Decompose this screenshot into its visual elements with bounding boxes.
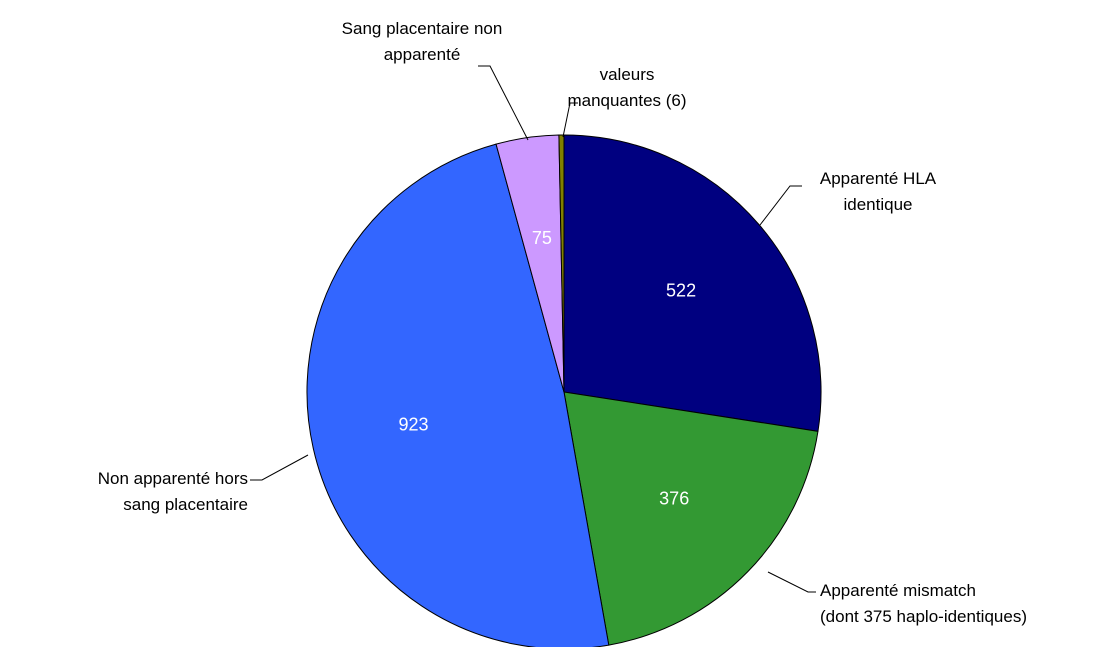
pie-slice: [306, 143, 610, 647]
category-label: Sang placentaire non apparenté: [342, 19, 503, 64]
value-label: 923: [399, 415, 429, 435]
leader-line: [478, 65, 529, 141]
leader-line: [767, 571, 816, 593]
value-label: 522: [666, 280, 696, 300]
value-label: 376: [659, 489, 689, 509]
category-label: Non apparenté hors sang placentaire: [98, 469, 248, 514]
category-label: Apparenté HLA identique: [820, 169, 937, 214]
leader-line: [562, 102, 578, 138]
pie-slice: [558, 134, 565, 393]
leader-line: [759, 185, 802, 226]
pie-slice: [563, 134, 822, 432]
category-label: valeurs manquantes (6): [567, 65, 686, 110]
leader-line: [250, 454, 309, 481]
pie-slice: [563, 391, 819, 646]
category-label: Apparenté mismatch (dont 375 haplo-identi…: [820, 581, 1027, 626]
value-label: 75: [532, 228, 552, 248]
